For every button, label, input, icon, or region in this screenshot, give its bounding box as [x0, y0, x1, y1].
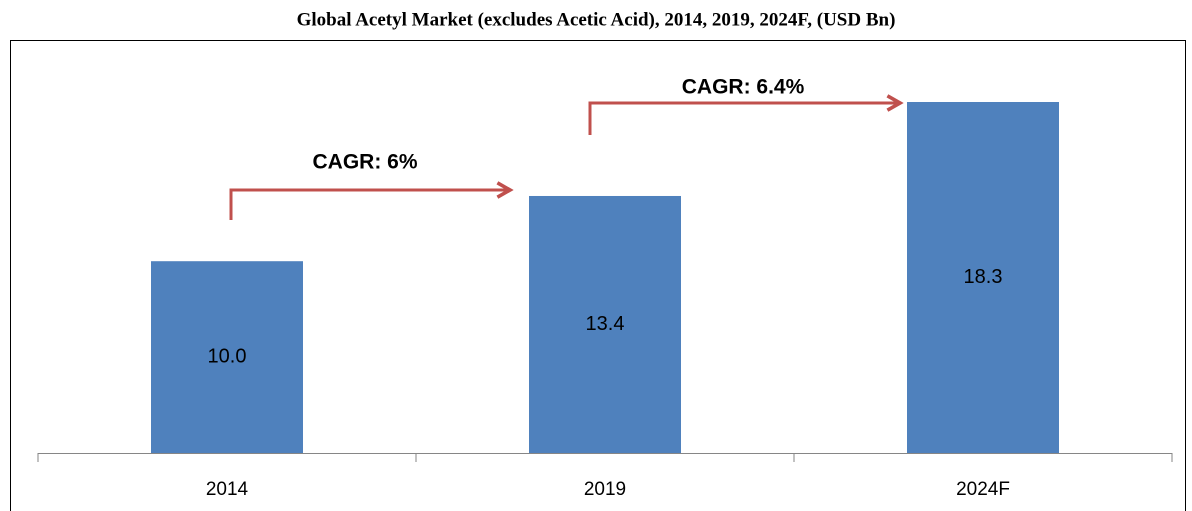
value-label: 18.3	[964, 266, 1003, 288]
bar	[529, 195, 681, 453]
bar	[151, 261, 303, 453]
x-tick-label: 2019	[584, 479, 626, 500]
value-label: 13.4	[586, 313, 625, 335]
cagr-arrow	[588, 94, 904, 135]
x-tick-label: 2024F	[956, 479, 1010, 500]
annotation: CAGR: 6.4%	[682, 76, 805, 99]
bar	[907, 102, 1059, 453]
annotation: CAGR: 6%	[312, 151, 417, 174]
chart-title: Global Acetyl Market (excludes Acetic Ac…	[297, 9, 896, 30]
value-label: 10.0	[208, 345, 247, 367]
chart-frame	[10, 40, 1186, 511]
x-tick-label: 2014	[206, 479, 249, 500]
cagr-arrow	[229, 181, 514, 220]
